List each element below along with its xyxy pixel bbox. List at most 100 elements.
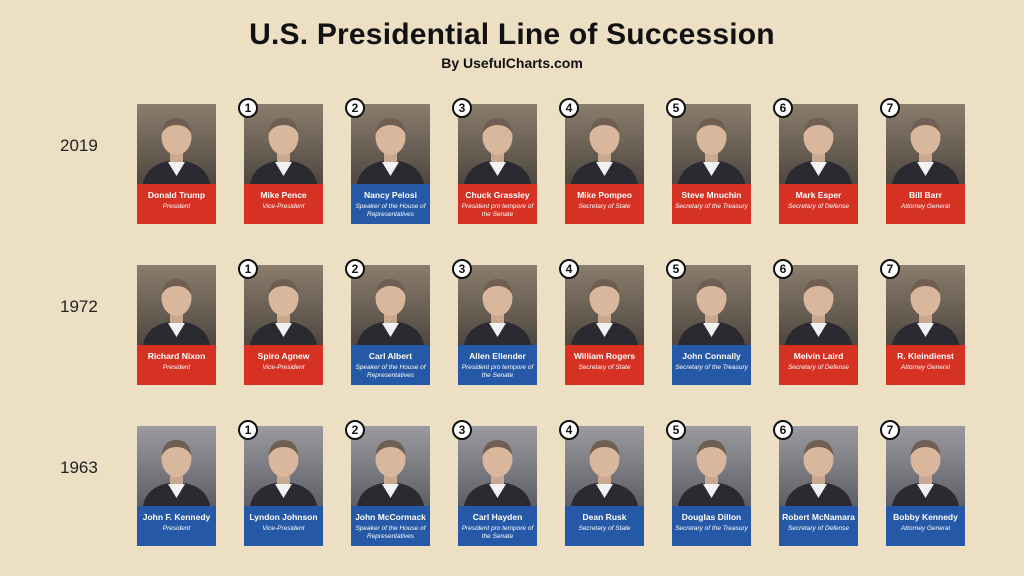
person-card: Lyndon Johnson Vice-President 1 (238, 420, 323, 546)
person-role: President pro tempore of the Senate (461, 203, 534, 218)
person-portrait-icon (785, 118, 852, 184)
person-card: Carl Hayden President pro tempore of the … (452, 420, 537, 546)
name-plate: Spiro Agnew Vice-President (244, 345, 323, 385)
person-portrait-icon (143, 440, 210, 506)
portrait-photo (458, 265, 537, 345)
person-role: Vice-President (262, 525, 305, 532)
person-card: R. Kleindienst Attorney General 7 (880, 259, 965, 385)
person-role: Attorney General (900, 364, 951, 371)
person-role: Secretary of Defense (787, 525, 850, 532)
person-role: Speaker of the House of Representatives (355, 364, 426, 379)
person-portrait-icon (357, 440, 424, 506)
person-card: Bobby Kennedy Attorney General 7 (880, 420, 965, 546)
person-name: Bobby Kennedy (893, 512, 958, 522)
person-card: Bill Barr Attorney General 7 (880, 98, 965, 224)
person-name: Spiro Agnew (257, 351, 310, 361)
portrait-photo (779, 426, 858, 506)
person-portrait-icon (785, 440, 852, 506)
person-portrait-icon (464, 279, 531, 345)
person-name: Richard Nixon (147, 351, 206, 361)
name-plate: Mark Esper Secretary of Defense (779, 184, 858, 224)
succession-order-badge: 5 (666, 98, 686, 118)
portrait-photo (886, 426, 965, 506)
person-name: Donald Trump (147, 190, 206, 200)
succession-row: 1963 John F. Kennedy President Lyndon Johns… (0, 420, 1024, 551)
person-name: Chuck Grassley (465, 190, 530, 200)
portrait-photo (672, 426, 751, 506)
person-name: John McCormack (355, 512, 426, 522)
person-portrait-icon (464, 440, 531, 506)
person-name: R. Kleindienst (897, 351, 954, 361)
succession-order-badge: 2 (345, 420, 365, 440)
name-plate: Carl Hayden President pro tempore of the … (458, 506, 537, 546)
year-label: 1963 (60, 458, 98, 477)
portrait-photo (886, 265, 965, 345)
portrait-photo (351, 104, 430, 184)
person-portrait-icon (250, 279, 317, 345)
person-portrait-icon (785, 279, 852, 345)
portrait-photo (458, 426, 537, 506)
portrait-photo (779, 265, 858, 345)
name-plate: Chuck Grassley President pro tempore of t… (458, 184, 537, 224)
chart-subtitle: By UsefulCharts.com (441, 55, 583, 71)
person-card: Nancy Pelosi Speaker of the House of Repr… (345, 98, 430, 224)
person-role: President (162, 364, 191, 371)
name-plate: Bill Barr Attorney General (886, 184, 965, 224)
portrait-photo (244, 104, 323, 184)
person-card: Spiro Agnew Vice-President 1 (238, 259, 323, 385)
person-card: John Connally Secretary of the Treasury 5 (666, 259, 751, 385)
portrait-photo (137, 265, 216, 345)
person-card: Mike Pompeo Secretary of State 4 (559, 98, 644, 224)
name-plate: William Rogers Secretary of State (565, 345, 644, 385)
portrait-photo (565, 104, 644, 184)
person-card: Donald Trump President (137, 104, 216, 224)
person-name: William Rogers (573, 351, 636, 361)
person-role: Speaker of the House of Representatives (355, 203, 426, 218)
portrait-photo (244, 265, 323, 345)
name-plate: John F. Kennedy President (137, 506, 216, 546)
portrait-photo (565, 426, 644, 506)
person-portrait-icon (464, 118, 531, 184)
person-role: Secretary of State (578, 203, 631, 210)
person-card: Carl Albert Speaker of the House of Repre… (345, 259, 430, 385)
person-role: Secretary of State (578, 364, 631, 371)
name-plate: Nancy Pelosi Speaker of the House of Repr… (351, 184, 430, 224)
person-card: Steve Mnuchin Secretary of the Treasury 5 (666, 98, 751, 224)
person-role: President pro tempore of the Senate (461, 364, 534, 379)
name-plate: Douglas Dillon Secretary of the Treasury (672, 506, 751, 546)
succession-order-badge: 6 (773, 98, 793, 118)
succession-order-badge: 7 (880, 420, 900, 440)
person-role: President (162, 203, 191, 210)
succession-row: 1972 Richard Nixon President Spiro Agnew Vic… (0, 259, 1024, 390)
person-portrait-icon (250, 118, 317, 184)
name-plate: Carl Albert Speaker of the House of Repre… (351, 345, 430, 385)
person-role: Speaker of the House of Representatives (355, 525, 426, 540)
person-name: Mark Esper (795, 190, 842, 200)
succession-order-badge: 3 (452, 259, 472, 279)
portrait-photo (672, 265, 751, 345)
person-portrait-icon (357, 118, 424, 184)
succession-order-badge: 7 (880, 98, 900, 118)
chart-title: U.S. Presidential Line of Succession (249, 18, 775, 51)
person-name: Dean Rusk (582, 512, 627, 522)
person-portrait-icon (143, 279, 210, 345)
person-card: Allen Ellender President pro tempore of t… (452, 259, 537, 385)
year-label: 1972 (60, 297, 98, 316)
portrait-photo (244, 426, 323, 506)
person-role: Secretary of the Treasury (675, 525, 748, 532)
person-card: John F. Kennedy President (137, 426, 216, 546)
year-label: 2019 (60, 136, 98, 155)
person-name: Lyndon Johnson (249, 512, 318, 522)
person-portrait-icon (143, 118, 210, 184)
person-portrait-icon (892, 118, 959, 184)
name-plate: John McCormack Speaker of the House of Re… (351, 506, 430, 546)
person-portrait-icon (571, 118, 638, 184)
person-role: Attorney General (900, 525, 951, 532)
person-role: Attorney General (900, 203, 951, 210)
person-portrait-icon (678, 440, 745, 506)
person-name: Bill Barr (908, 190, 943, 200)
portrait-photo (672, 104, 751, 184)
person-card: Dean Rusk Secretary of State 4 (559, 420, 644, 546)
person-portrait-icon (571, 279, 638, 345)
person-name: Douglas Dillon (681, 512, 742, 522)
